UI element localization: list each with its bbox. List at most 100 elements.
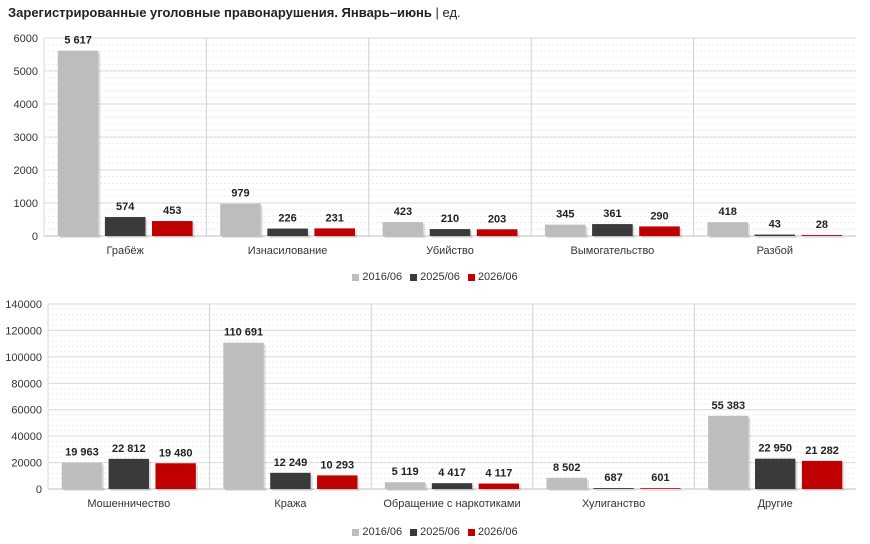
bar xyxy=(801,460,843,489)
data-label: 453 xyxy=(163,205,181,217)
category-label: Мошенничество xyxy=(87,498,170,510)
bar xyxy=(57,50,99,236)
bar xyxy=(108,458,149,489)
category-label: Хулиганство xyxy=(582,498,645,510)
legend-label: 2025/06 xyxy=(420,526,460,538)
bar xyxy=(317,475,358,489)
bar xyxy=(429,229,471,236)
legend-item: 2016/06 xyxy=(352,526,402,538)
data-label: 12 249 xyxy=(274,457,308,469)
bar xyxy=(478,483,520,489)
legend-swatch xyxy=(410,528,418,536)
y-tick-label: 4000 xyxy=(14,99,38,111)
legend-swatch xyxy=(352,528,360,536)
bar-shadow xyxy=(803,237,845,238)
y-tick-label: 2000 xyxy=(14,165,38,177)
legend-label: 2016/06 xyxy=(362,526,403,538)
legend-item: 2026/06 xyxy=(467,526,518,538)
data-label: 55 383 xyxy=(712,400,746,412)
bar-shadow xyxy=(642,490,683,491)
legend-swatch xyxy=(410,273,418,281)
chart-title-text: Зарегистрированные уголовные правонаруше… xyxy=(8,5,432,20)
legend-label: 2025/06 xyxy=(420,271,460,283)
data-label: 574 xyxy=(116,201,135,213)
bar xyxy=(801,235,843,236)
chart-title: Зарегистрированные уголовные правонаруше… xyxy=(8,5,461,20)
y-tick-label: 0 xyxy=(36,484,42,496)
data-label: 423 xyxy=(394,206,412,218)
bar xyxy=(755,458,796,489)
category-label: Кража xyxy=(274,498,307,510)
bar xyxy=(639,226,680,236)
y-tick-label: 60000 xyxy=(11,405,42,417)
legend-label: 2026/06 xyxy=(477,271,518,283)
data-label: 19 480 xyxy=(159,447,193,459)
data-label: 21 282 xyxy=(805,445,839,457)
bar xyxy=(155,463,196,489)
data-label: 4 417 xyxy=(438,467,466,479)
data-label: 345 xyxy=(556,209,574,221)
data-label: 601 xyxy=(651,472,669,484)
data-label: 19 963 xyxy=(65,447,99,459)
legend-swatch xyxy=(467,528,475,536)
legend-item: 2025/06 xyxy=(410,526,460,538)
bar xyxy=(384,482,426,489)
legend-bottom: 2016/06 2025/06 2026/06 xyxy=(0,526,870,538)
bar xyxy=(708,415,749,489)
category-label: Изнасилование xyxy=(248,245,328,257)
y-tick-label: 120000 xyxy=(5,325,42,337)
bar xyxy=(223,342,264,489)
data-label: 231 xyxy=(326,212,344,224)
y-tick-label: 100000 xyxy=(5,352,42,364)
chart-top: 0 1000 2000 3000 4000 5000 6000 5 617 574 453 Граб… xyxy=(14,33,856,257)
bar xyxy=(220,203,261,236)
bar xyxy=(593,488,634,489)
data-label: 43 xyxy=(769,219,781,231)
bar xyxy=(707,222,749,236)
y-tick-label: 80000 xyxy=(11,378,42,390)
bar xyxy=(314,228,355,236)
bar xyxy=(267,228,308,236)
y-tick-label: 20000 xyxy=(11,458,42,470)
category-label: Другие xyxy=(758,498,793,510)
category-label: Вымогательство xyxy=(571,245,655,257)
data-label: 418 xyxy=(719,206,737,218)
data-label: 4 117 xyxy=(485,468,512,480)
data-label: 210 xyxy=(441,213,459,225)
chart-unit: | ед. xyxy=(435,5,461,20)
bar-shadow xyxy=(595,490,636,491)
data-label: 8 502 xyxy=(553,462,581,474)
legend-swatch xyxy=(352,273,360,281)
y-tick-label: 5000 xyxy=(14,66,38,78)
bar xyxy=(104,217,146,236)
legend-item: 2025/06 xyxy=(410,271,460,283)
data-label: 110 691 xyxy=(224,327,263,339)
bar xyxy=(382,222,424,236)
bar xyxy=(270,472,311,489)
y-tick-label: 0 xyxy=(32,231,38,243)
data-label: 10 293 xyxy=(320,459,354,471)
legend-item: 2026/06 xyxy=(467,271,518,283)
legend-label: 2016/06 xyxy=(362,271,403,283)
bar xyxy=(431,483,473,489)
data-label: 290 xyxy=(650,210,668,222)
data-label: 687 xyxy=(604,472,622,484)
data-label: 979 xyxy=(231,188,249,200)
legend-top: 2016/06 2025/06 2026/06 xyxy=(0,271,870,283)
bar xyxy=(546,477,587,489)
data-label: 28 xyxy=(816,219,828,231)
y-tick-label: 6000 xyxy=(14,33,38,45)
data-label: 5 119 xyxy=(392,466,419,478)
data-label: 361 xyxy=(603,208,621,220)
y-tick-label: 140000 xyxy=(5,299,42,311)
y-tick-label: 40000 xyxy=(11,431,42,443)
data-label: 22 950 xyxy=(758,443,792,455)
bar xyxy=(640,488,681,489)
legend-item: 2016/06 xyxy=(352,271,402,283)
legend-swatch xyxy=(467,273,475,281)
chart-bottom: 0 20000 40000 60000 80000 100000 120000 140000 1… xyxy=(5,299,856,510)
bar xyxy=(61,462,103,489)
category-label: Убийство xyxy=(426,245,474,257)
category-label: Разбой xyxy=(757,245,793,257)
bar xyxy=(545,224,586,236)
